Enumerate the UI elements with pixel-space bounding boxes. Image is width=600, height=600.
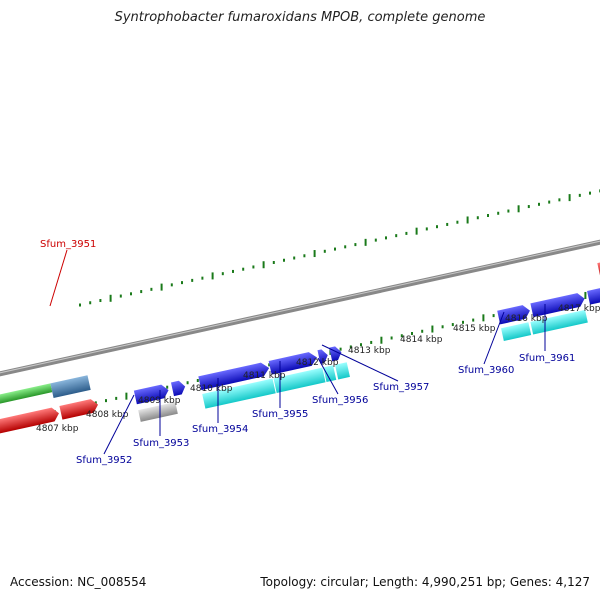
gene-cyan-1[interactable]: [202, 378, 276, 409]
gene-sfum-3954-b[interactable]: [268, 351, 319, 375]
gene-cyan-5[interactable]: [501, 322, 532, 341]
leader-sfum-3951: [49, 249, 68, 307]
gene-sfum-3962[interactable]: [587, 287, 600, 305]
accession-text: Accession: NC_008554: [10, 575, 147, 589]
kbp-label: 4815 kbp: [453, 324, 496, 334]
kbp-label: 4816 kbp: [505, 314, 548, 324]
gene-red-2[interactable]: [59, 398, 99, 420]
gene-cyan-4[interactable]: [335, 362, 350, 380]
gene-label-sfum-3954[interactable]: Sfum_3954: [192, 424, 248, 435]
gene-sfum-3954[interactable]: [198, 361, 270, 391]
kbp-labels: 4807 kbp 4808 kbp 4809 kbp 4810 kbp 4811…: [36, 304, 600, 434]
page-title: Syntrophobacter fumaroxidans MPOB, compl…: [114, 10, 486, 25]
gene-label-sfum-3961[interactable]: Sfum_3961: [519, 353, 575, 364]
kbp-label: 4808 kbp: [86, 410, 129, 420]
genome-backbone: [0, 239, 600, 377]
gene-sfum-3952[interactable]: [133, 383, 170, 405]
gene-label-sfum-3951[interactable]: Sfum_3951: [40, 239, 96, 250]
kbp-label: 4814 kbp: [400, 335, 443, 345]
gene-label-sfum-3952[interactable]: Sfum_3952: [76, 455, 132, 466]
leader-sfum-3952: [103, 394, 135, 455]
gene-grey[interactable]: [138, 401, 178, 422]
gene-sfum-3961[interactable]: [530, 292, 586, 318]
kbp-label: 4809 kbp: [138, 396, 181, 406]
kbp-label: 4812 kbp: [296, 358, 339, 368]
gene-sfum-3960[interactable]: [497, 304, 531, 325]
gene-cyan-3[interactable]: [323, 365, 337, 383]
gene-red-1[interactable]: [0, 406, 60, 434]
leader-sfum-3960: [483, 311, 505, 365]
gene-label-sfum-3956[interactable]: Sfum_3956: [312, 395, 368, 406]
kbp-label: 4810 kbp: [190, 384, 233, 394]
gene-leader-lines: [49, 249, 546, 455]
gene-label-sfum-3957[interactable]: Sfum_3957: [373, 382, 429, 393]
gene-green[interactable]: [0, 383, 53, 406]
gene-label-sfum-3960[interactable]: Sfum_3960: [458, 365, 514, 376]
gene-labels: Sfum_3951 Sfum_3952 Sfum_3953 Sfum_3954 …: [40, 239, 575, 466]
gene-sfum-3955[interactable]: [317, 348, 329, 364]
gene-cyan-2[interactable]: [273, 367, 326, 393]
kbp-label: 4811 kbp: [243, 371, 286, 381]
gene-label-sfum-3955[interactable]: Sfum_3955: [252, 409, 308, 420]
gene-sfum-3953-a[interactable]: [170, 380, 187, 397]
gene-label-sfum-3953[interactable]: Sfum_3953: [133, 438, 189, 449]
kbp-label: 4807 kbp: [36, 424, 79, 434]
gene-tracks: [0, 256, 600, 434]
genome-backbone-highlight: [0, 240, 600, 374]
leader-sfum-3956: [317, 357, 339, 395]
kbp-label: 4813 kbp: [348, 346, 391, 356]
gene-steel[interactable]: [50, 375, 91, 399]
genome-summary-text: Topology: circular; Length: 4,990,251 bp…: [260, 575, 590, 589]
upper-tick-row: [79, 189, 600, 307]
kbp-label: 4817 kbp: [558, 304, 600, 314]
leader-sfum-3957: [321, 344, 399, 382]
